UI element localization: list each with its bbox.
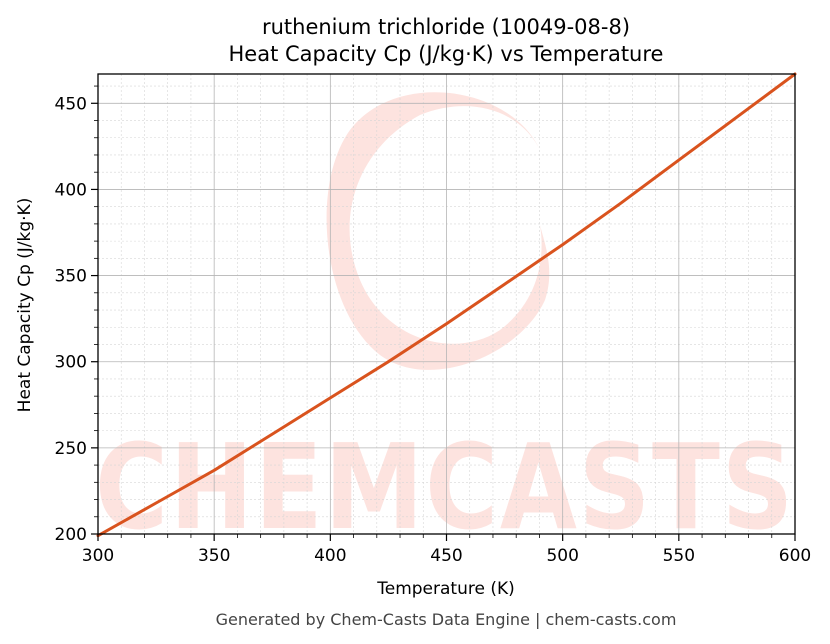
y-tick-label: 300: [55, 353, 87, 373]
x-tick-label: 350: [198, 546, 230, 566]
x-tick-label: 550: [663, 546, 695, 566]
chart-subtitle: Heat Capacity Cp (J/kg·K) vs Temperature: [229, 42, 664, 66]
y-tick-label: 200: [55, 525, 87, 545]
y-tick-label: 350: [55, 267, 87, 287]
x-tick-label: 450: [430, 546, 462, 566]
x-tick-label: 600: [779, 546, 811, 566]
y-tick-label: 250: [55, 439, 87, 459]
tick-labels: 300 350 400 450 500 550 600 200 250 300 350 400 450: [55, 94, 812, 566]
series-line: [96, 72, 797, 538]
footer-credit: Generated by Chem-Casts Data Engine | ch…: [216, 610, 677, 629]
y-tick-label: 450: [55, 94, 87, 114]
x-axis-label: Temperature (K): [376, 579, 515, 599]
y-tick-label: 400: [55, 180, 87, 200]
x-tick-label: 500: [546, 546, 578, 566]
x-tick-label: 400: [314, 546, 346, 566]
plot-series: [96, 72, 797, 538]
watermark: CHEMCASTS: [95, 92, 795, 556]
x-tick-label: 300: [82, 546, 114, 566]
watermark-text: CHEMCASTS: [95, 418, 795, 556]
axis-ticks: [91, 85, 796, 541]
chart-title: ruthenium trichloride (10049-08-8): [262, 15, 630, 39]
y-axis-label: Heat Capacity Cp (J/kg·K): [15, 198, 35, 413]
